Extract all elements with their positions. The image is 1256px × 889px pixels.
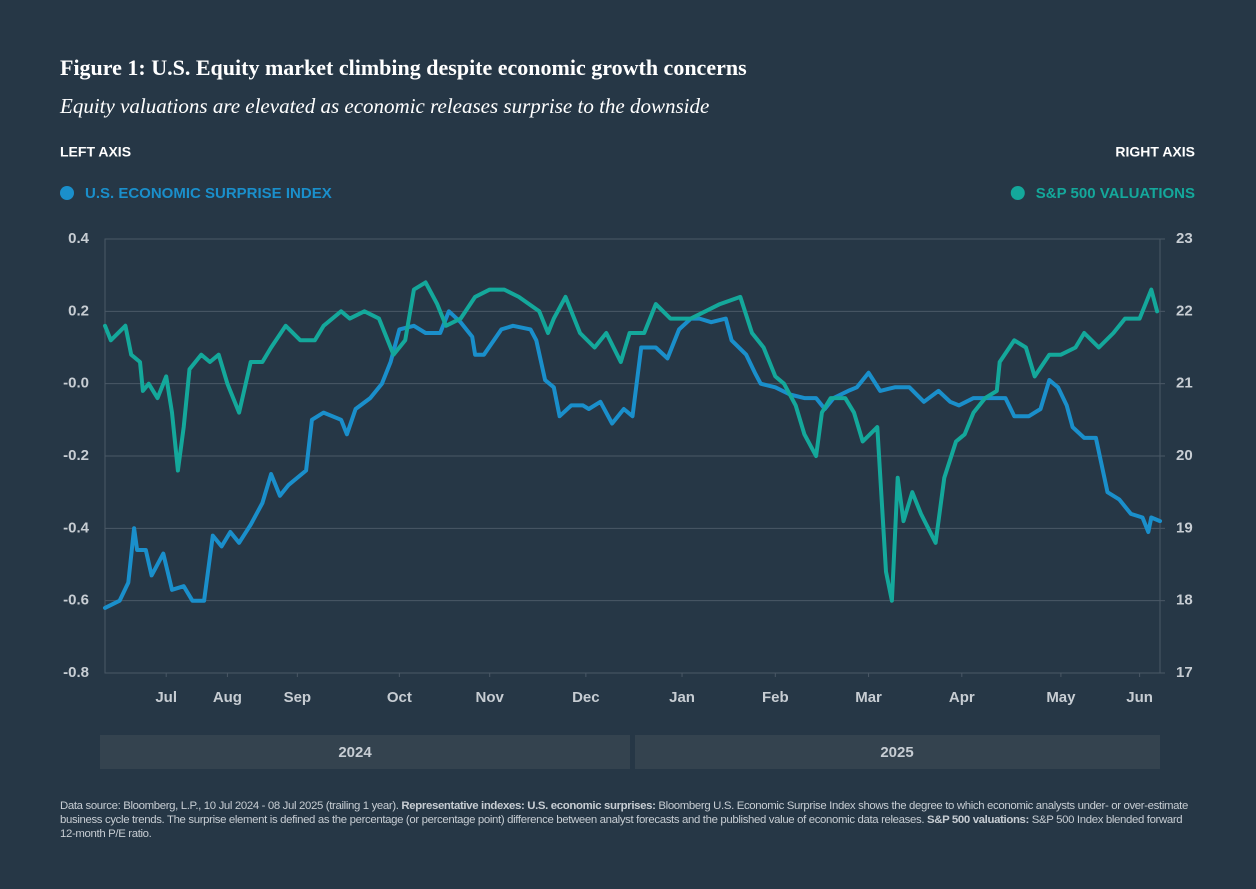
x-tick-label: Mar: [855, 689, 882, 706]
legend-marker: [60, 186, 74, 200]
legend-label: U.S. ECONOMIC SURPRISE INDEX: [85, 185, 332, 202]
year-band: [100, 735, 630, 769]
source-note-segment: Representative indexes: U.S. economic su…: [401, 800, 656, 812]
x-tick-label: Sep: [284, 689, 312, 706]
left-axis-label: LEFT AXIS: [60, 144, 131, 160]
y2-tick-label: 17: [1176, 664, 1193, 681]
x-tick-label: Jul: [155, 689, 177, 706]
series-line: [103, 280, 1160, 603]
y-tick-label: 0.2: [68, 302, 89, 319]
legend-marker: [1010, 186, 1025, 200]
y2-tick-label: 22: [1176, 302, 1193, 319]
year-label: 2024: [338, 744, 372, 761]
y-tick-label: -0.8: [63, 664, 89, 681]
plot-frame: [104, 238, 1161, 674]
right-axis-label: RIGHT AXIS: [1115, 144, 1195, 160]
source-note: Data source: Bloomberg, L.P., 10 Jul 202…: [60, 799, 1200, 841]
source-note-segment: Data source: Bloomberg, L.P., 10 Jul 202…: [60, 800, 402, 812]
y2-tick-label: 18: [1176, 592, 1193, 609]
y-tick-label: -0.4: [63, 519, 90, 536]
x-tick-label: Jan: [669, 689, 695, 706]
legend-label: S&P 500 VALUATIONS: [1036, 185, 1195, 202]
y-tick-label: -0.0: [63, 375, 89, 392]
y-tick-label: 0.4: [68, 230, 90, 247]
x-tick-label: Oct: [387, 689, 412, 706]
y-tick-label: -0.6: [63, 592, 89, 609]
y2-tick-label: 23: [1176, 230, 1193, 247]
y-tick-label: -0.2: [63, 447, 89, 464]
y2-tick-label: 19: [1176, 519, 1193, 536]
source-note-segment: S&P 500 Index blended forward 12-month P…: [60, 814, 1183, 840]
year-band: [635, 735, 1160, 769]
x-tick-label: Dec: [572, 689, 600, 706]
source-note-segment: Bloomberg U.S. Economic Surprise Index s…: [60, 800, 1188, 826]
x-tick-label: Apr: [949, 689, 975, 706]
x-tick-label: Aug: [213, 689, 242, 706]
x-tick-label: Jun: [1126, 689, 1153, 706]
chart-subtitle: Equity valuations are elevated as econom…: [59, 94, 709, 118]
x-tick-label: Nov: [476, 689, 505, 706]
y2-tick-label: 20: [1176, 447, 1193, 464]
x-tick-label: Feb: [762, 689, 789, 706]
x-tick-label: May: [1046, 689, 1076, 706]
series-line: [103, 309, 1162, 610]
year-label: 2025: [880, 744, 913, 761]
y2-tick-label: 21: [1176, 375, 1193, 392]
source-note-segment: S&P 500 valuations:: [926, 814, 1029, 826]
chart-title: Figure 1: U.S. Equity market climbing de…: [60, 55, 747, 80]
